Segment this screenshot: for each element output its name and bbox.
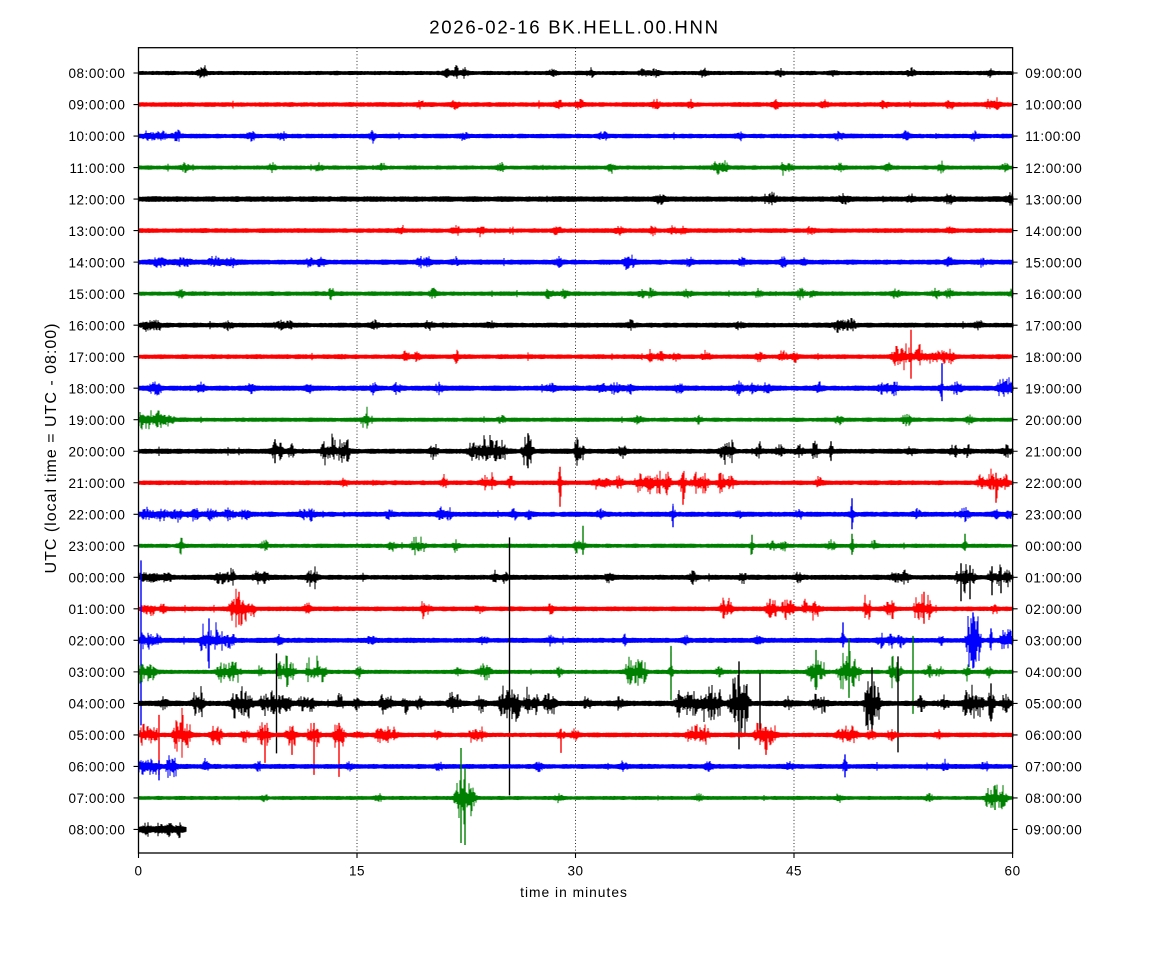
svg-text:13:00:00: 13:00:00 xyxy=(68,224,125,239)
svg-text:21:00:00: 21:00:00 xyxy=(1025,444,1082,459)
svg-text:30: 30 xyxy=(567,864,583,879)
svg-text:12:00:00: 12:00:00 xyxy=(68,192,125,207)
svg-text:09:00:00: 09:00:00 xyxy=(1025,823,1082,838)
svg-text:05:00:00: 05:00:00 xyxy=(68,728,125,743)
svg-text:04:00:00: 04:00:00 xyxy=(68,697,125,712)
svg-text:06:00:00: 06:00:00 xyxy=(1025,728,1082,743)
svg-text:08:00:00: 08:00:00 xyxy=(68,823,125,838)
svg-text:10:00:00: 10:00:00 xyxy=(68,129,125,144)
svg-text:23:00:00: 23:00:00 xyxy=(1025,508,1082,523)
svg-text:01:00:00: 01:00:00 xyxy=(1025,571,1082,586)
svg-text:19:00:00: 19:00:00 xyxy=(1025,381,1082,396)
svg-text:18:00:00: 18:00:00 xyxy=(68,381,125,396)
svg-text:22:00:00: 22:00:00 xyxy=(1025,476,1082,491)
svg-text:14:00:00: 14:00:00 xyxy=(1025,224,1082,239)
svg-text:45: 45 xyxy=(786,864,802,879)
svg-text:22:00:00: 22:00:00 xyxy=(68,508,125,523)
svg-text:02:00:00: 02:00:00 xyxy=(68,634,125,649)
svg-text:17:00:00: 17:00:00 xyxy=(1025,318,1082,333)
svg-text:08:00:00: 08:00:00 xyxy=(68,66,125,81)
svg-text:15:00:00: 15:00:00 xyxy=(1025,255,1082,270)
svg-text:00:00:00: 00:00:00 xyxy=(68,571,125,586)
svg-text:05:00:00: 05:00:00 xyxy=(1025,697,1082,712)
svg-text:16:00:00: 16:00:00 xyxy=(68,318,125,333)
svg-text:18:00:00: 18:00:00 xyxy=(1025,350,1082,365)
svg-text:07:00:00: 07:00:00 xyxy=(1025,760,1082,775)
svg-text:15:00:00: 15:00:00 xyxy=(68,287,125,302)
svg-text:20:00:00: 20:00:00 xyxy=(68,444,125,459)
svg-text:01:00:00: 01:00:00 xyxy=(68,602,125,617)
svg-text:09:00:00: 09:00:00 xyxy=(1025,66,1082,81)
svg-text:20:00:00: 20:00:00 xyxy=(1025,413,1082,428)
svg-text:00:00:00: 00:00:00 xyxy=(1025,539,1082,554)
svg-text:17:00:00: 17:00:00 xyxy=(68,350,125,365)
svg-text:08:00:00: 08:00:00 xyxy=(1025,791,1082,806)
svg-text:06:00:00: 06:00:00 xyxy=(68,760,125,775)
svg-text:14:00:00: 14:00:00 xyxy=(68,255,125,270)
svg-text:10:00:00: 10:00:00 xyxy=(1025,98,1082,113)
svg-text:11:00:00: 11:00:00 xyxy=(69,161,125,176)
svg-text:time in minutes: time in minutes xyxy=(520,885,628,900)
svg-text:12:00:00: 12:00:00 xyxy=(1025,161,1082,176)
svg-text:11:00:00: 11:00:00 xyxy=(1025,129,1081,144)
svg-text:03:00:00: 03:00:00 xyxy=(1025,634,1082,649)
svg-text:19:00:00: 19:00:00 xyxy=(68,413,125,428)
svg-text:02:00:00: 02:00:00 xyxy=(1025,602,1082,617)
svg-text:13:00:00: 13:00:00 xyxy=(1025,192,1082,207)
svg-text:04:00:00: 04:00:00 xyxy=(1025,665,1082,680)
svg-text:07:00:00: 07:00:00 xyxy=(68,791,125,806)
svg-text:60: 60 xyxy=(1005,864,1021,879)
svg-text:16:00:00: 16:00:00 xyxy=(1025,287,1082,302)
svg-text:09:00:00: 09:00:00 xyxy=(68,98,125,113)
svg-text:UTC (local time = UTC - 08:00): UTC (local time = UTC - 08:00) xyxy=(43,323,60,574)
svg-text:23:00:00: 23:00:00 xyxy=(68,539,125,554)
svg-text:2026-02-16 BK.HELL.00.HNN: 2026-02-16 BK.HELL.00.HNN xyxy=(429,17,720,38)
svg-text:0: 0 xyxy=(134,864,142,879)
svg-text:21:00:00: 21:00:00 xyxy=(68,476,125,491)
svg-text:03:00:00: 03:00:00 xyxy=(68,665,125,680)
svg-text:15: 15 xyxy=(349,864,365,879)
